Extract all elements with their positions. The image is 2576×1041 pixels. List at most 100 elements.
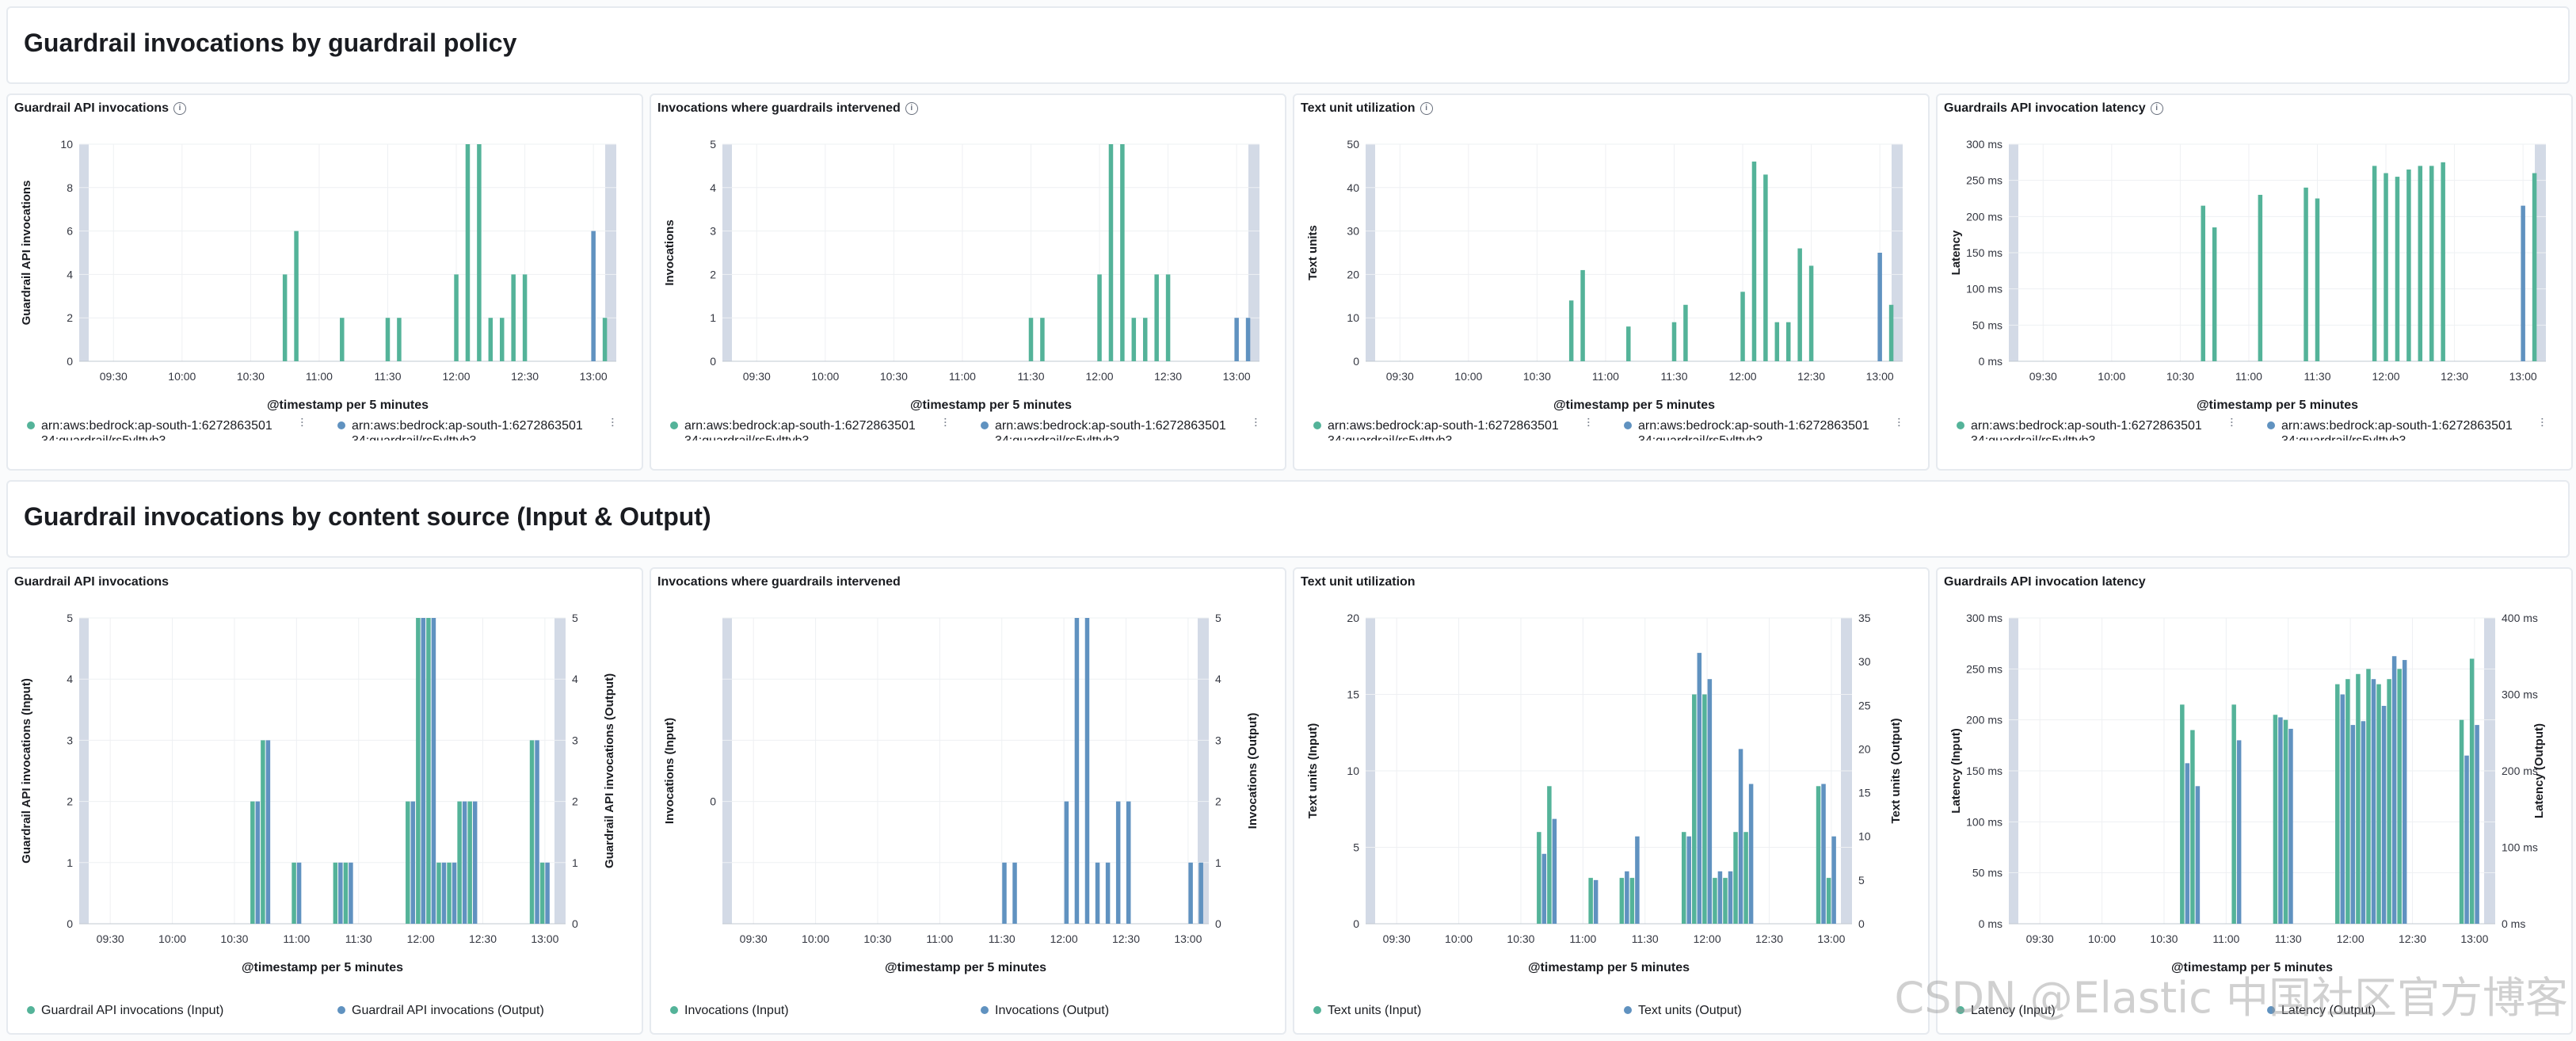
chart-bar[interactable] (467, 801, 472, 924)
chart-bar[interactable] (1234, 318, 1239, 361)
chart-bar[interactable] (1831, 836, 1836, 924)
legend-item[interactable]: arn:aws:bedrock:ap-south-1:627286350134:… (981, 418, 1233, 440)
chart-bar[interactable] (1626, 326, 1631, 361)
chart-bar[interactable] (294, 231, 299, 361)
chart-bar[interactable] (296, 862, 302, 924)
chart-bar[interactable] (2395, 177, 2400, 361)
legend-options-icon[interactable]: ··· (2225, 417, 2239, 427)
chart-bar[interactable] (2288, 728, 2293, 924)
chart-bar[interactable] (2387, 679, 2391, 924)
chart-bar[interactable] (406, 801, 410, 924)
chart-bar[interactable] (2366, 669, 2371, 924)
chart-bar[interactable] (441, 862, 447, 924)
legend-options-icon[interactable]: ··· (295, 417, 309, 427)
legend-item[interactable]: arn:aws:bedrock:ap-south-1:627286350134:… (670, 418, 922, 440)
chart-bar[interactable] (385, 318, 391, 361)
chart-bar[interactable] (447, 862, 452, 924)
chart-bar[interactable] (1888, 304, 1894, 361)
chart-bar[interactable] (2190, 730, 2195, 924)
chart-bar[interactable] (511, 274, 516, 361)
chart-bar[interactable] (1808, 265, 1814, 361)
chart-bar[interactable] (2258, 194, 2263, 361)
chart-bar[interactable] (1619, 878, 1625, 924)
chart-bar[interactable] (421, 618, 426, 924)
chart-bar[interactable] (1105, 862, 1111, 924)
chart-bar[interactable] (1537, 832, 1541, 924)
chart-bar[interactable] (2340, 694, 2345, 925)
chart-bar[interactable] (1686, 836, 1691, 924)
chart-bar[interactable] (2406, 169, 2411, 361)
chart-bar[interactable] (397, 318, 402, 361)
chart-bar[interactable] (1154, 274, 1159, 361)
chart-bar[interactable] (1588, 878, 1593, 924)
chart-bar[interactable] (1142, 318, 1148, 361)
legend-options-icon[interactable]: ··· (2536, 417, 2549, 427)
legend-options-icon[interactable]: ··· (1249, 417, 1263, 427)
chart-bar[interactable] (1826, 878, 1831, 924)
chart-bar[interactable] (1877, 253, 1882, 361)
legend-options-icon[interactable]: ··· (1892, 417, 1906, 427)
chart-bar[interactable] (1740, 292, 1745, 361)
chart-bar[interactable] (1713, 878, 1717, 924)
chart-bar[interactable] (416, 618, 421, 924)
chart-bar[interactable] (2381, 705, 2387, 924)
chart-bar[interactable] (1126, 801, 1131, 924)
chart-bar[interactable] (529, 740, 535, 924)
chart-bar[interactable] (1702, 694, 1707, 925)
chart-bar[interactable] (1084, 618, 1090, 924)
chart-bar[interactable] (410, 801, 416, 924)
chart-bar[interactable] (1040, 318, 1045, 361)
legend-options-icon[interactable]: ··· (1582, 417, 1595, 427)
chart-bar[interactable] (292, 862, 296, 924)
chart-bar[interactable] (436, 862, 441, 924)
chart-bar[interactable] (1541, 853, 1547, 924)
chart-bar[interactable] (1733, 832, 1738, 924)
chart-bar[interactable] (1748, 784, 1754, 924)
legend-item[interactable]: Text units (Output) (1624, 1003, 1742, 1018)
chart-bar[interactable] (1552, 818, 1557, 924)
chart-bar[interactable] (265, 740, 271, 924)
chart-bar[interactable] (1064, 801, 1069, 924)
chart-bar[interactable] (1074, 618, 1080, 924)
chart-bar[interactable] (2180, 704, 2185, 924)
chart-bar[interactable] (535, 740, 539, 924)
chart-bar[interactable] (349, 862, 353, 924)
chart-bar[interactable] (545, 862, 550, 924)
chart-bar[interactable] (1816, 786, 1821, 924)
chart-bar[interactable] (1635, 836, 1640, 924)
chart-bar[interactable] (2195, 786, 2201, 924)
chart-bar[interactable] (2283, 719, 2288, 924)
chart-bar[interactable] (1580, 269, 1585, 361)
chart-bar[interactable] (1728, 871, 1733, 924)
chart-bar[interactable] (2345, 679, 2350, 924)
chart-bar[interactable] (343, 862, 349, 924)
chart-bar[interactable] (1625, 871, 1629, 924)
chart-bar[interactable] (1568, 300, 1574, 361)
chart-bar[interactable] (2532, 173, 2537, 361)
chart-bar[interactable] (338, 862, 343, 924)
chart-bar[interactable] (1629, 878, 1635, 924)
legend-options-icon[interactable]: ··· (606, 417, 619, 427)
chart-bar[interactable] (2278, 717, 2283, 924)
chart-bar[interactable] (1547, 786, 1552, 924)
chart-bar[interactable] (2273, 715, 2278, 924)
chart-bar[interactable] (2521, 205, 2525, 361)
chart-bar[interactable] (2201, 205, 2205, 361)
chart-bar[interactable] (2475, 725, 2479, 924)
chart-bar[interactable] (2315, 198, 2320, 362)
chart-bar[interactable] (333, 862, 338, 924)
chart-bar[interactable] (1671, 322, 1677, 361)
chart-bar[interactable] (426, 618, 431, 924)
info-icon[interactable]: i (173, 102, 187, 115)
chart-bar[interactable] (261, 740, 265, 924)
chart-bar[interactable] (2361, 721, 2366, 924)
chart-bar[interactable] (1738, 749, 1743, 924)
chart-bar[interactable] (499, 318, 505, 361)
chart-bar[interactable] (1743, 832, 1748, 924)
chart-bar[interactable] (2231, 704, 2236, 924)
chart-bar[interactable] (1774, 322, 1780, 361)
legend-options-icon[interactable]: ··· (939, 417, 952, 427)
chart-bar[interactable] (2350, 725, 2356, 924)
chart-bar[interactable] (1717, 871, 1723, 924)
legend-item[interactable]: arn:aws:bedrock:ap-south-1:627286350134:… (1957, 418, 2208, 440)
